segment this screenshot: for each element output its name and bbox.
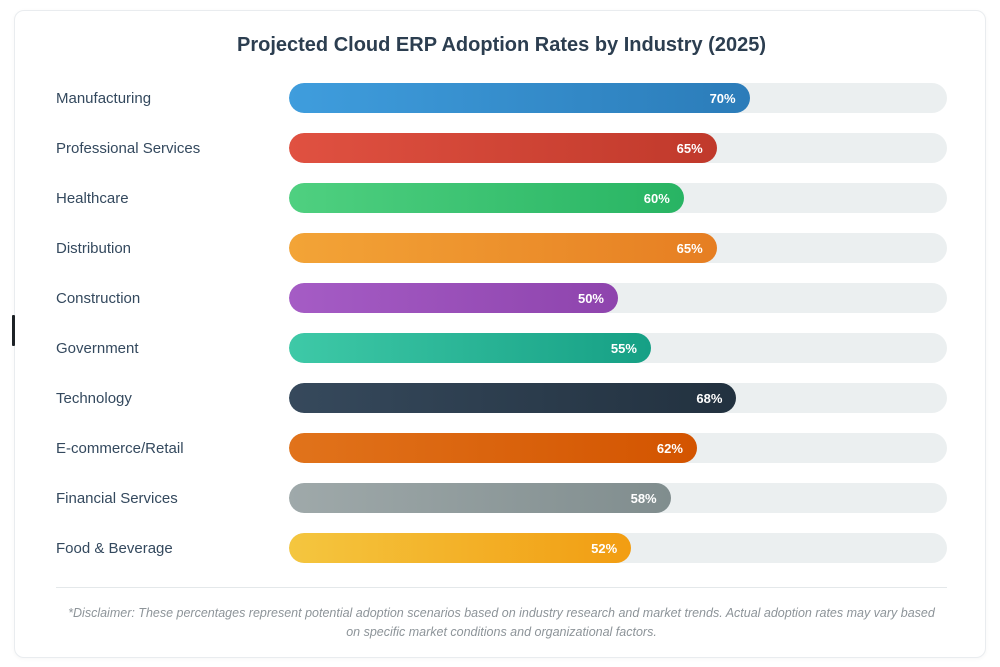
bar-track: 52%: [289, 533, 947, 563]
category-label: E-commerce/Retail: [56, 439, 184, 457]
category-label: Manufacturing: [56, 89, 152, 107]
bar-track: 68%: [289, 383, 947, 413]
value-label: 58%: [630, 490, 657, 506]
bar-row: E-commerce/Retail 62%: [56, 423, 947, 473]
bar-fill: 62%: [289, 433, 697, 463]
bar-track: 65%: [289, 233, 947, 263]
bar-fill: 68%: [289, 383, 737, 413]
value-label: 65%: [676, 140, 703, 156]
value-label: 62%: [656, 440, 683, 456]
value-label: 60%: [643, 190, 670, 206]
bar-fill: 58%: [289, 483, 671, 513]
bar-row: Healthcare 60%: [56, 173, 947, 223]
value-label: 65%: [676, 240, 703, 256]
bar-track: 65%: [289, 133, 947, 163]
bar-fill: 65%: [289, 133, 717, 163]
bar-track: 55%: [289, 333, 947, 363]
bar-row: Distribution 65%: [56, 223, 947, 273]
bar-track: 60%: [289, 183, 947, 213]
chart-title: Projected Cloud ERP Adoption Rates by In…: [237, 34, 766, 56]
category-label: Financial Services: [56, 489, 178, 507]
bar-fill: 50%: [289, 283, 618, 313]
bar-fill: 70%: [289, 83, 750, 113]
bar-fill: 52%: [289, 533, 632, 563]
bar-chart: Manufacturing 70% Professional Services 65%…: [56, 73, 947, 573]
value-label: 55%: [610, 340, 637, 356]
value-label: 50%: [577, 290, 604, 306]
bar-row: Professional Services 65%: [56, 123, 947, 173]
bar-fill: 60%: [289, 183, 684, 213]
category-label: Construction: [56, 289, 141, 307]
bar-row: Technology 68%: [56, 373, 947, 423]
bar-row: Food & Beverage 52%: [56, 523, 947, 573]
bar-fill: 55%: [289, 333, 651, 363]
disclaimer-text: *Disclaimer: These percentages represent…: [68, 606, 935, 640]
category-label: Professional Services: [56, 139, 201, 157]
bar-track: 58%: [289, 483, 947, 513]
bar-row: Government 55%: [56, 323, 947, 373]
category-label: Distribution: [56, 239, 132, 257]
bar-row: Construction 50%: [56, 273, 947, 323]
bar-row: Manufacturing 70%: [56, 73, 947, 123]
value-label: 68%: [696, 390, 723, 406]
category-label: Government: [56, 339, 139, 357]
bar-track: 70%: [289, 83, 947, 113]
bar-fill: 65%: [289, 233, 717, 263]
bar-track: 50%: [289, 283, 947, 313]
bar-row: Financial Services 58%: [56, 473, 947, 523]
category-label: Technology: [56, 389, 132, 407]
category-label: Food & Beverage: [56, 539, 173, 557]
category-label: Healthcare: [56, 189, 129, 207]
chart-card: Projected Cloud ERP Adoption Rates by In…: [14, 10, 986, 658]
value-label: 70%: [709, 90, 736, 106]
divider: [56, 587, 947, 588]
text-cursor-artifact: [12, 315, 15, 346]
value-label: 52%: [591, 540, 618, 556]
bar-track: 62%: [289, 433, 947, 463]
